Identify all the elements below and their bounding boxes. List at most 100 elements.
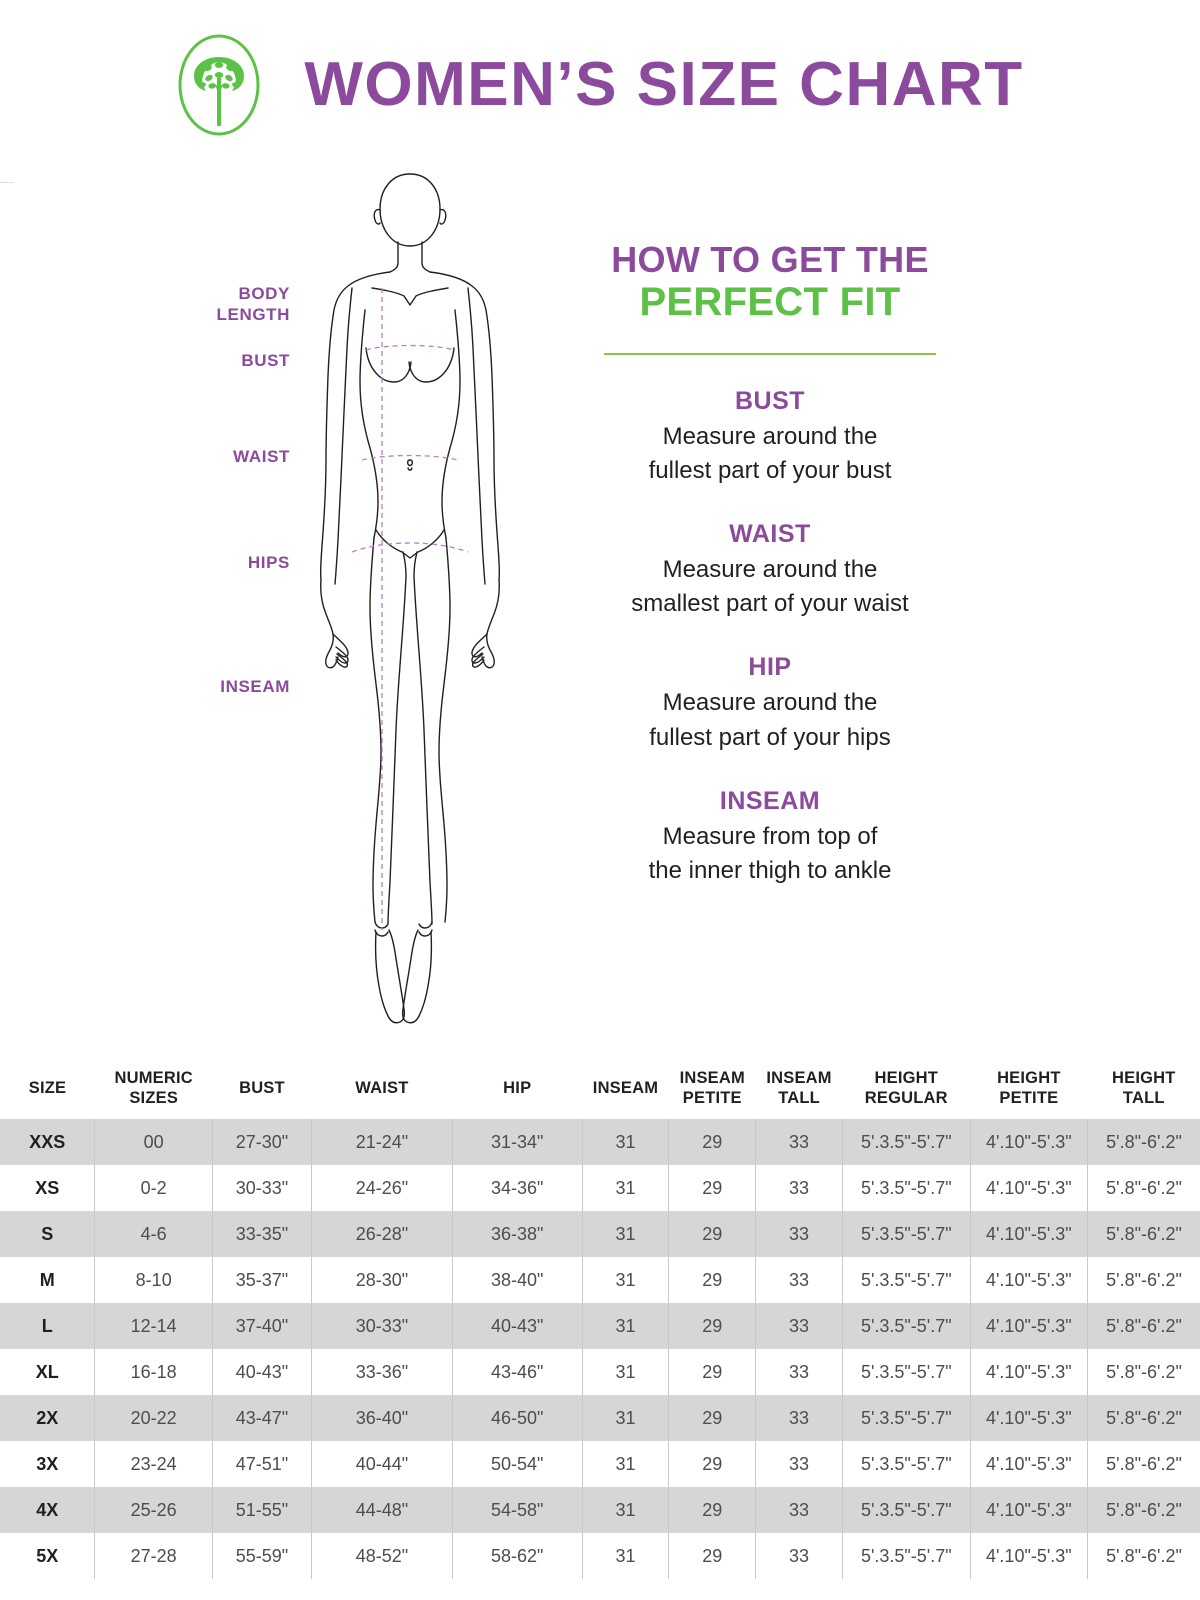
table-cell: 33-36"	[310, 1349, 453, 1395]
table-cell: 5'.3.5"-5'.7"	[841, 1119, 971, 1165]
table-cell: 5'.3.5"-5'.7"	[841, 1533, 971, 1579]
table-cell: 36-38"	[451, 1211, 583, 1257]
tree-in-circle-logo-icon	[176, 31, 262, 139]
table-cell-size: XL	[0, 1349, 95, 1395]
table-cell: 5'.3.5"-5'.7"	[841, 1395, 971, 1441]
table-cell: 5'.8"-6'.2"	[1087, 1395, 1200, 1441]
table-cell: 5'.3.5"-5'.7"	[841, 1303, 971, 1349]
table-cell: 5'.8"-6'.2"	[1087, 1487, 1200, 1533]
table-cell: 5'.3.5"-5'.7"	[841, 1487, 971, 1533]
fit-item-bust: BUST Measure around the fullest part of …	[580, 387, 960, 488]
table-cell: 33	[755, 1303, 843, 1349]
table-cell-size: 3X	[0, 1441, 95, 1487]
table-cell: 24-26"	[310, 1165, 453, 1211]
table-cell: 31	[581, 1395, 669, 1441]
table-cell: 33	[755, 1257, 843, 1303]
table-row: L 12-14 37-40" 30-33" 40-43" 31 29 33 5'.3.5"-5'…	[0, 1303, 1200, 1349]
table-cell: 25-26	[94, 1487, 213, 1533]
table-cell: 50-54"	[451, 1441, 583, 1487]
table-cell: 5'.8"-6'.2"	[1087, 1441, 1200, 1487]
table-cell: 12-14	[94, 1303, 213, 1349]
table-cell: 29	[668, 1165, 756, 1211]
table-cell: 29	[668, 1119, 756, 1165]
table-cell: 37-40"	[211, 1303, 312, 1349]
table-cell: 43-46"	[451, 1349, 583, 1395]
table-row: 3X 23-24 47-51" 40-44" 50-54" 31 29 33 5'.3.5"-5…	[0, 1441, 1200, 1487]
table-cell: 4'.10"-5'.3"	[969, 1349, 1088, 1395]
table-cell: 34-36"	[451, 1165, 583, 1211]
table-cell: 16-18	[94, 1349, 213, 1395]
page-title: WOMEN’S SIZE CHART	[304, 50, 1024, 119]
table-column-header: BUST	[212, 1057, 312, 1119]
table-cell: 4'.10"-5'.3"	[969, 1303, 1088, 1349]
table-row: M 8-10 35-37" 28-30" 38-40" 31 29 33 5'.3.5"-5'.…	[0, 1257, 1200, 1303]
edge-tick-mark	[0, 182, 14, 183]
table-cell: 5'.8"-6'.2"	[1087, 1165, 1200, 1211]
table-cell: 4'.10"-5'.3"	[969, 1441, 1088, 1487]
table-cell-size: XS	[0, 1165, 95, 1211]
table-cell: 4'.10"-5'.3"	[969, 1395, 1088, 1441]
table-cell: 26-28"	[310, 1211, 453, 1257]
table-column-header: HEIGHT TALL	[1087, 1057, 1200, 1119]
table-cell: 31	[581, 1257, 669, 1303]
table-cell: 33	[755, 1165, 843, 1211]
table-row: XS 0-2 30-33" 24-26" 34-36" 31 29 33 5'.3.5"-5'.…	[0, 1165, 1200, 1211]
table-cell: 30-33"	[310, 1303, 453, 1349]
table-cell: 54-58"	[451, 1487, 583, 1533]
table-cell: 29	[668, 1533, 756, 1579]
fit-item-desc-hip: Measure around the fullest part of your …	[649, 689, 891, 751]
table-cell: 29	[668, 1303, 756, 1349]
table-cell: 48-52"	[310, 1533, 453, 1579]
table-column-header: WAIST	[311, 1057, 453, 1119]
table-column-header: HEIGHT PETITE	[970, 1057, 1088, 1119]
table-cell: 31	[581, 1211, 669, 1257]
table-cell: 28-30"	[310, 1257, 453, 1303]
table-cell: 4'.10"-5'.3"	[969, 1487, 1088, 1533]
table-cell: 47-51"	[211, 1441, 312, 1487]
size-chart-table: SIZE NUMERIC SIZES BUST WAIST HIP INSEAM INSEA…	[0, 1057, 1200, 1579]
table-header: SIZE NUMERIC SIZES BUST WAIST HIP INSEAM INSEA…	[0, 1057, 1200, 1119]
table-column-header: HEIGHT REGULAR	[842, 1057, 971, 1119]
table-cell: 5'.8"-6'.2"	[1087, 1533, 1200, 1579]
table-cell: 29	[668, 1395, 756, 1441]
table-cell: 00	[94, 1119, 213, 1165]
table-cell: 5'.8"-6'.2"	[1087, 1119, 1200, 1165]
table-cell-size: 4X	[0, 1487, 95, 1533]
fit-item-waist: WAIST Measure around the smallest part o…	[580, 520, 960, 621]
table-cell: 33	[755, 1211, 843, 1257]
figure-label-bust: BUST	[241, 351, 290, 370]
figure-label-waist: WAIST	[233, 447, 290, 466]
table-column-header: HIP	[452, 1057, 583, 1119]
table-cell: 33	[755, 1119, 843, 1165]
table-cell: 29	[668, 1257, 756, 1303]
table-cell: 27-30"	[211, 1119, 312, 1165]
fit-item-desc-bust: Measure around the fullest part of your …	[648, 423, 892, 485]
table-cell: 31	[581, 1165, 669, 1211]
table-cell: 58-62"	[451, 1533, 583, 1579]
table-cell: 23-24	[94, 1441, 213, 1487]
table-cell: 5'.3.5"-5'.7"	[841, 1257, 971, 1303]
table-cell-size: 5X	[0, 1533, 95, 1579]
table-cell-size: M	[0, 1257, 95, 1303]
table-cell: 33	[755, 1533, 843, 1579]
table-cell: 4'.10"-5'.3"	[969, 1257, 1088, 1303]
table-row: 2X 20-22 43-47" 36-40" 46-50" 31 29 33 5'.3.5"-5…	[0, 1395, 1200, 1441]
table-cell: 5'.8"-6'.2"	[1087, 1257, 1200, 1303]
table-cell: 5'.8"-6'.2"	[1087, 1303, 1200, 1349]
table-cell: 44-48"	[310, 1487, 453, 1533]
table-cell: 5'.3.5"-5'.7"	[841, 1165, 971, 1211]
table-cell: 4'.10"-5'.3"	[969, 1533, 1088, 1579]
table-cell: 21-24"	[310, 1119, 453, 1165]
table-cell: 4'.10"-5'.3"	[969, 1119, 1088, 1165]
table-cell: 31	[581, 1533, 669, 1579]
table-cell-size: XXS	[0, 1119, 95, 1165]
table-cell: 31	[581, 1487, 669, 1533]
table-cell: 0-2	[94, 1165, 213, 1211]
table-cell: 5'.8"-6'.2"	[1087, 1211, 1200, 1257]
table-cell: 40-44"	[310, 1441, 453, 1487]
figure-label-hips: HIPS	[247, 553, 290, 572]
table-cell: 40-43"	[451, 1303, 583, 1349]
figure-label-inseam: INSEAM	[220, 677, 290, 696]
table-cell: 27-28	[94, 1533, 213, 1579]
table-row: XL 16-18 40-43" 33-36" 43-46" 31 29 33 5'.3.5"-5…	[0, 1349, 1200, 1395]
